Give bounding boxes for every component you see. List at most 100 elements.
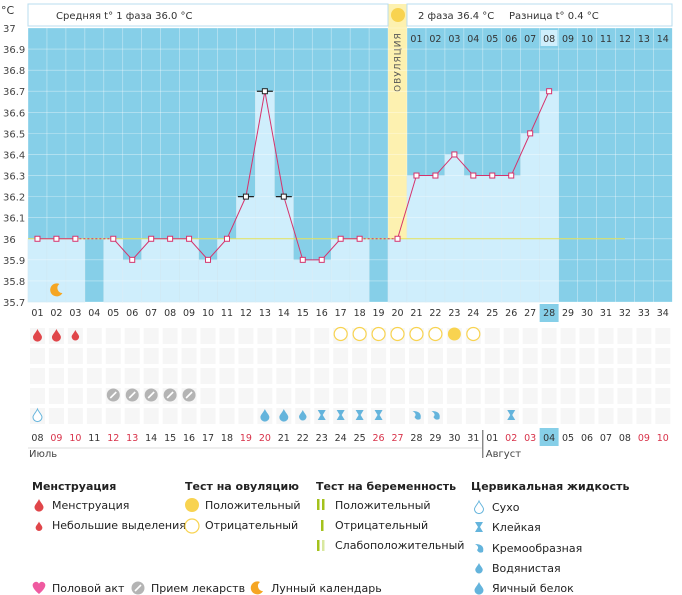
marker-cell xyxy=(276,348,292,364)
marker-cell xyxy=(86,348,102,364)
date-label: 31 xyxy=(467,433,479,444)
phase2-day-label: 08 xyxy=(543,34,555,45)
unit-label: °C xyxy=(1,4,15,17)
highlighted-date xyxy=(539,428,559,446)
marker-cell xyxy=(427,348,443,364)
marker-cell xyxy=(446,348,462,364)
cycle-day-label: 05 xyxy=(107,308,119,319)
legend-ovulation-negative: Отрицательный xyxy=(205,519,299,532)
marker-cell xyxy=(579,328,595,344)
marker-cell xyxy=(560,408,576,424)
marker-cell xyxy=(30,388,45,404)
marker-cell xyxy=(200,348,216,364)
marker-cell xyxy=(219,348,235,364)
marker-cell xyxy=(579,408,595,424)
marker-cell xyxy=(30,368,45,384)
marker-cell xyxy=(390,368,405,384)
marker-cell xyxy=(636,408,652,424)
y-tick-label: 36 xyxy=(3,235,16,246)
cervical-creamy-icon xyxy=(431,411,440,420)
cycle-day-label: 25 xyxy=(486,308,498,319)
marker-cell xyxy=(522,408,538,424)
temp-bar xyxy=(349,238,370,303)
date-label: 27 xyxy=(391,433,403,444)
marker-cell xyxy=(390,388,405,404)
marker-cell xyxy=(636,328,652,344)
date-label: 14 xyxy=(145,433,157,444)
marker-cell xyxy=(484,368,500,384)
marker-cell xyxy=(598,368,614,384)
temp-segment xyxy=(510,133,531,176)
marker-cell xyxy=(238,408,254,424)
temp-segment xyxy=(397,175,417,239)
temp-segment xyxy=(245,91,266,197)
cycle-day-label: 11 xyxy=(221,308,233,319)
marker-cell xyxy=(503,388,519,404)
phase2-day-label: 14 xyxy=(657,34,669,45)
legend-pregnancy-weak-icon xyxy=(317,540,320,551)
temp-point xyxy=(337,235,344,242)
date-label: 10 xyxy=(657,433,669,444)
markers xyxy=(30,283,671,424)
marker-cell xyxy=(427,368,443,384)
date-label: 12 xyxy=(107,433,119,444)
marker-cell xyxy=(124,368,140,384)
marker-cell xyxy=(86,368,102,384)
temp-segment xyxy=(264,91,285,197)
marker-cell xyxy=(219,408,235,424)
phase2-day-label: 10 xyxy=(581,34,593,45)
temp-point xyxy=(242,193,249,200)
marker-cell xyxy=(124,328,140,344)
legend-moon: Лунный календарь xyxy=(271,582,382,595)
cycle-day-label: 17 xyxy=(335,308,347,319)
legend-cervical-title: Цервикальная жидкость xyxy=(471,480,630,493)
marker-cell xyxy=(257,328,273,344)
cervical-sticky-icon xyxy=(355,410,364,420)
marker-cell xyxy=(86,328,102,344)
marker-cell xyxy=(427,388,443,404)
date-label: 07 xyxy=(600,433,612,444)
marker-cell xyxy=(257,348,273,364)
cervical-creamy-icon xyxy=(412,411,421,420)
marker-cell xyxy=(314,348,330,364)
legend-cervical-dry: Сухо xyxy=(492,501,520,514)
marker-cell xyxy=(181,348,197,364)
date-label: 18 xyxy=(221,433,233,444)
marker-cell xyxy=(333,368,349,384)
legend-medication-icon-stroke xyxy=(134,584,142,592)
marker-cell xyxy=(162,328,178,344)
cycle-day-label: 14 xyxy=(278,308,290,319)
y-tick-label: 36.3 xyxy=(3,172,25,183)
marker-cell xyxy=(484,408,500,424)
marker-cell xyxy=(541,408,557,424)
marker-cell xyxy=(48,408,64,424)
temperature-line xyxy=(34,88,553,263)
temp-point xyxy=(148,235,155,242)
legend-ovulation-positive: Положительный xyxy=(205,499,301,512)
y-tick-label: 35.7 xyxy=(3,298,25,309)
marker-cell xyxy=(67,348,83,364)
marker-cell xyxy=(598,328,614,344)
marker-cell xyxy=(181,328,197,344)
temp-segment xyxy=(454,154,474,176)
cycle-day-label: 16 xyxy=(316,308,328,319)
temp-bar xyxy=(27,238,48,303)
date-label: 06 xyxy=(581,433,593,444)
temp-bar xyxy=(387,238,408,303)
date-label: 30 xyxy=(448,433,460,444)
phase2-day-label: 02 xyxy=(429,34,441,45)
ovulation-negative-icon xyxy=(428,326,443,342)
marker-cell xyxy=(200,388,216,404)
marker-cell xyxy=(446,368,462,384)
legend-pregnancy-negative-icon xyxy=(321,520,324,531)
legend-menstruation-drop-icon xyxy=(34,499,44,512)
ovulation-column xyxy=(388,4,407,302)
marker-cell xyxy=(522,368,538,384)
temp-point xyxy=(72,235,79,242)
cycle-day-label: 06 xyxy=(126,308,138,319)
marker-cell xyxy=(48,348,64,364)
marker-cell xyxy=(162,368,178,384)
cycle-day-label: 24 xyxy=(467,308,479,319)
marker-cell xyxy=(48,368,64,384)
medication-icon-stroke xyxy=(128,391,136,399)
